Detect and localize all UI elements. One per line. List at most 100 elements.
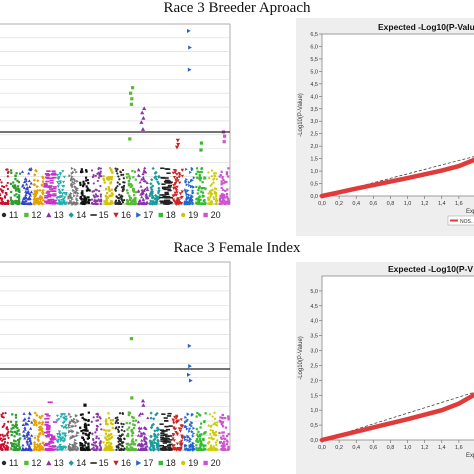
- snp-point: [111, 202, 114, 205]
- snp-point: [21, 434, 26, 437]
- snp-point: [41, 441, 45, 445]
- snp-point: [109, 442, 112, 445]
- snp-point: [76, 191, 80, 195]
- snp-point: [37, 421, 41, 425]
- snp-point: [161, 430, 166, 433]
- snp-point: [102, 441, 105, 444]
- snp-point: [197, 200, 201, 203]
- snp-point: [185, 427, 189, 431]
- legend-marker: [136, 460, 142, 466]
- snp-point: [209, 184, 212, 187]
- snp-point: [52, 176, 57, 179]
- snp-point: [36, 179, 40, 183]
- snp-point: [52, 194, 57, 197]
- snp-point: [74, 179, 77, 183]
- snp-point: [128, 194, 131, 197]
- snp-point: [149, 199, 153, 203]
- qq-x-axis-label: Expe: [466, 209, 474, 215]
- snp-point: [95, 440, 98, 444]
- snp-point: [87, 188, 90, 191]
- snp-point: [79, 181, 82, 184]
- snp-point: [209, 428, 212, 432]
- snp-point: [106, 438, 109, 441]
- snp-point: [93, 195, 96, 198]
- snp-point: [160, 448, 165, 450]
- snp-point: [6, 432, 9, 435]
- snp-point: [56, 185, 60, 188]
- snp-point: [199, 176, 203, 180]
- snp-point: [145, 185, 149, 189]
- x-tick-label: 0,4: [352, 201, 360, 207]
- snp-point: [111, 426, 114, 430]
- snp-point: [86, 179, 89, 182]
- snp-point: [61, 413, 65, 416]
- snp-point: [12, 186, 15, 189]
- snp-point: [58, 443, 62, 447]
- snp-point: [198, 185, 201, 188]
- snp-point: [219, 436, 223, 439]
- snp-point: [109, 419, 113, 422]
- snp-point: [0, 202, 2, 205]
- snp-point: [203, 186, 206, 190]
- snp-point: [16, 426, 19, 430]
- snp-point: [49, 441, 54, 444]
- snp-point: [129, 448, 132, 452]
- snp-point: [79, 197, 82, 200]
- snp-point: [172, 427, 176, 431]
- snp-point: [52, 438, 57, 440]
- snp-point: [166, 168, 171, 170]
- snp-point: [162, 448, 167, 450]
- snp-point: [186, 418, 190, 422]
- snp-point: [97, 167, 100, 170]
- snp-point: [213, 198, 216, 201]
- snp-point: [185, 202, 188, 206]
- snp-point: [221, 176, 224, 179]
- snp-point: [80, 447, 83, 450]
- snp-point: [224, 437, 227, 441]
- snp-point: [73, 181, 77, 186]
- snp-point: [178, 441, 182, 445]
- snp-point: [75, 197, 79, 201]
- snp-point: [126, 428, 129, 431]
- snp-point: [94, 431, 97, 434]
- snp-point: [197, 186, 201, 190]
- snp-point: [6, 428, 9, 431]
- legend-label: 14: [76, 210, 86, 220]
- x-tick-label: 1,6: [455, 445, 463, 451]
- snp-point: [75, 202, 79, 206]
- snp-point: [70, 448, 73, 452]
- snp-point: [200, 190, 203, 193]
- snp-point: [111, 193, 114, 196]
- snp-point: [227, 415, 230, 418]
- snp-point: [131, 448, 135, 452]
- snp-point: [22, 412, 26, 415]
- snp-point: [198, 202, 201, 205]
- snp-point: [99, 170, 102, 173]
- legend-label: 13: [54, 210, 64, 220]
- snp-point: [58, 434, 62, 438]
- snp-point: [12, 181, 15, 184]
- snp-point: [123, 437, 126, 440]
- snp-point: [132, 416, 135, 419]
- snp-point: [116, 416, 119, 419]
- snp-point: [148, 201, 152, 205]
- snp-point: [128, 196, 132, 199]
- snp-point: [180, 195, 184, 199]
- snp-point: [186, 412, 190, 416]
- snp-point: [190, 421, 194, 425]
- snp-point: [95, 189, 98, 192]
- snp-point: [186, 202, 190, 206]
- snp-point: [14, 424, 17, 427]
- snp-point: [136, 190, 140, 193]
- snp-point: [163, 430, 168, 432]
- snp-point: [105, 441, 109, 444]
- snp-point: [172, 183, 176, 187]
- snp-point: [86, 196, 90, 199]
- snp-point: [212, 196, 215, 199]
- snp-point: [196, 447, 200, 450]
- snp-point: [25, 439, 29, 443]
- snp-point: [191, 434, 195, 438]
- snp-point: [49, 198, 55, 201]
- snp-point: [225, 180, 228, 184]
- snp-point: [161, 434, 166, 437]
